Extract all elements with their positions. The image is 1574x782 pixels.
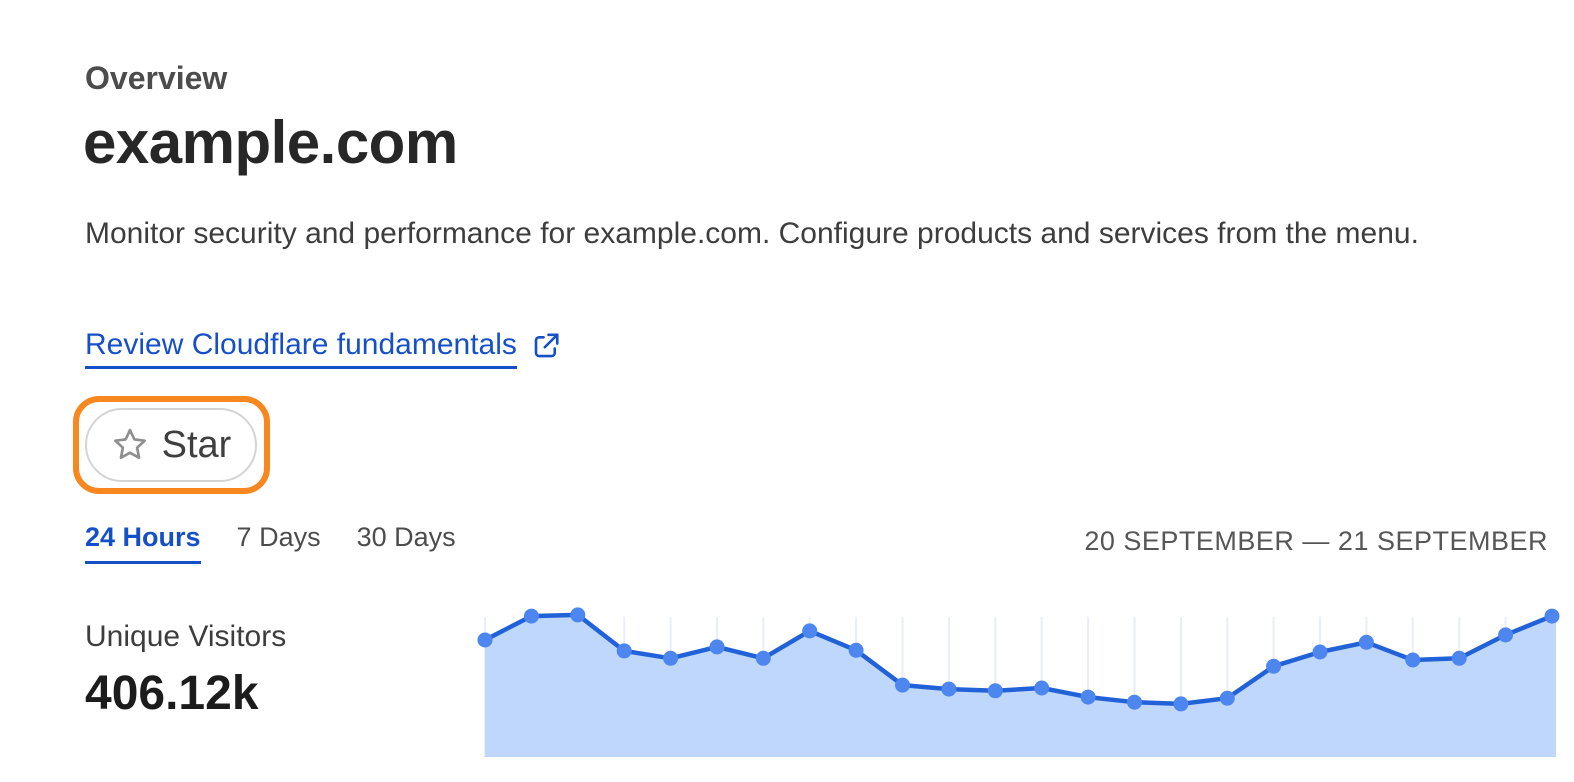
star-button-label: Star — [161, 423, 232, 466]
page-title: example.com — [83, 109, 458, 176]
star-outline-icon — [113, 428, 146, 460]
page-description: Monitor security and performance for exa… — [85, 217, 1419, 250]
annotation-highlight-box — [73, 396, 270, 494]
unique-visitors-value: 406.12k — [85, 667, 259, 720]
unique-visitors-label: Unique Visitors — [85, 620, 287, 653]
tab-24-hours[interactable]: 24 Hours — [85, 522, 201, 564]
visitors-chart-svg — [477, 607, 1560, 757]
unique-visitors-chart[interactable] — [477, 600, 1560, 757]
time-range-tabs: 24 Hours 7 Days 30 Days — [85, 522, 456, 564]
review-fundamentals-link-label: Review Cloudflare fundamentals — [85, 328, 517, 369]
tab-30-days[interactable]: 30 Days — [356, 522, 456, 552]
date-range-label: 20 SEPTEMBER — 21 SEPTEMBER — [1084, 526, 1548, 556]
review-fundamentals-link[interactable]: Review Cloudflare fundamentals — [85, 328, 561, 369]
external-link-icon — [534, 332, 559, 357]
star-button[interactable]: Star — [85, 408, 257, 482]
page-eyebrow: Overview — [85, 60, 228, 96]
tab-7-days[interactable]: 7 Days — [236, 522, 321, 552]
